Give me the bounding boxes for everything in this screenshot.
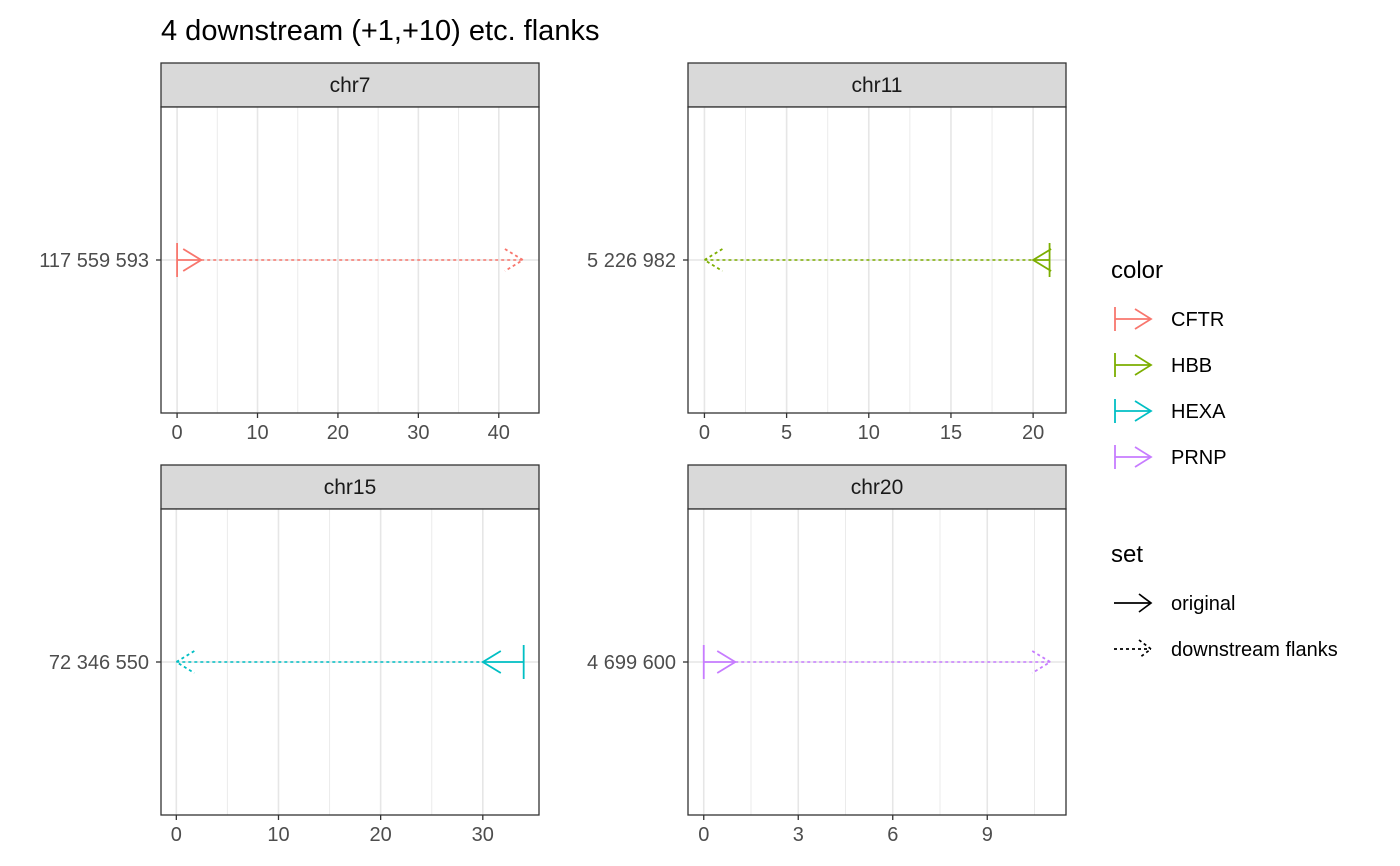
x-tick-label: 20	[370, 824, 392, 846]
facet-strip-chr7	[160, 62, 540, 108]
x-tick-label: 20	[1022, 422, 1044, 444]
legend-key-arrowhead	[1134, 400, 1153, 422]
x-tick-label: 0	[172, 422, 183, 444]
flank-range-arrowhead	[504, 248, 525, 272]
chart-title: 4 downstream (+1,+10) etc. flanks	[161, 15, 599, 47]
legend-key-PRNP	[1114, 445, 1153, 469]
facet-strip-chr20	[687, 464, 1067, 510]
legend-key-CFTR	[1114, 307, 1153, 331]
facet-panel-chr15: chr15 0 10 20 30 72 346 550	[49, 464, 540, 846]
legend-key-HBB	[1114, 353, 1153, 377]
x-tick-label: 30	[472, 824, 494, 846]
legend-key-arrowhead	[1138, 593, 1153, 613]
facet-strip-label: chr15	[324, 476, 377, 499]
x-tick-label: 10	[267, 824, 289, 846]
legend: color CFTR HBB HEXA PRNP set original downstrea…	[1111, 257, 1338, 661]
x-tick-label: 0	[171, 824, 182, 846]
x-tick-label: 0	[699, 422, 710, 444]
x-tick-label: 3	[793, 824, 804, 846]
y-tick-label: 5 226 982	[587, 250, 676, 272]
x-tick-label: 9	[982, 824, 993, 846]
x-tick-label: 5	[781, 422, 792, 444]
y-tick-label: 117 559 593	[39, 250, 149, 272]
facet-strip-label: chr20	[851, 476, 904, 499]
facet-strip-chr11	[687, 62, 1067, 108]
original-range-arrowhead	[1031, 248, 1052, 272]
x-tick-label: 15	[940, 422, 962, 444]
legend-key-arrowhead	[1138, 639, 1153, 659]
legend-label-HBB: HBB	[1171, 355, 1212, 377]
y-tick-label: 4 699 600	[587, 652, 676, 674]
legend-label-CFTR: CFTR	[1171, 309, 1224, 331]
flank-range-arrowhead	[702, 248, 723, 272]
facet-panel-chr7: chr7 0 10 20 30 40 117 559 593	[39, 62, 540, 444]
original-range-arrowhead	[481, 650, 502, 674]
legend-key-arrowhead	[1134, 308, 1153, 330]
legend-label-set: original	[1171, 593, 1235, 615]
legend-key-downstream-flanks	[1114, 639, 1153, 659]
x-tick-label: 0	[698, 824, 709, 846]
y-tick-label: 72 346 550	[49, 652, 149, 674]
x-tick-label: 10	[858, 422, 880, 444]
x-tick-label: 30	[407, 422, 429, 444]
legend-key-arrowhead	[1134, 446, 1153, 468]
legend-key-arrowhead	[1134, 354, 1153, 376]
x-tick-label: 40	[488, 422, 510, 444]
legend-key-original	[1114, 593, 1153, 613]
x-tick-label: 6	[887, 824, 898, 846]
legend-title-set: set	[1111, 541, 1143, 568]
legend-label-set: downstream flanks	[1171, 639, 1338, 661]
facet-strip-label: chr11	[852, 74, 903, 97]
legend-label-HEXA: HEXA	[1171, 401, 1226, 423]
x-tick-label: 20	[327, 422, 349, 444]
facet-panel-chr20: chr20 0 3 6 9 4 699 600	[587, 464, 1067, 846]
facet-strip-label: chr7	[330, 74, 371, 97]
legend-key-HEXA	[1114, 399, 1153, 423]
facet-strip-chr15	[160, 464, 540, 510]
flank-range-arrowhead	[1031, 650, 1052, 674]
legend-label-PRNP: PRNP	[1171, 447, 1227, 469]
legend-title-color: color	[1111, 257, 1163, 284]
flank-range-arrowhead	[174, 650, 195, 674]
x-tick-label: 10	[246, 422, 268, 444]
facet-panel-chr11: chr11 0 5 10 15 20 5 226 982	[587, 62, 1067, 444]
